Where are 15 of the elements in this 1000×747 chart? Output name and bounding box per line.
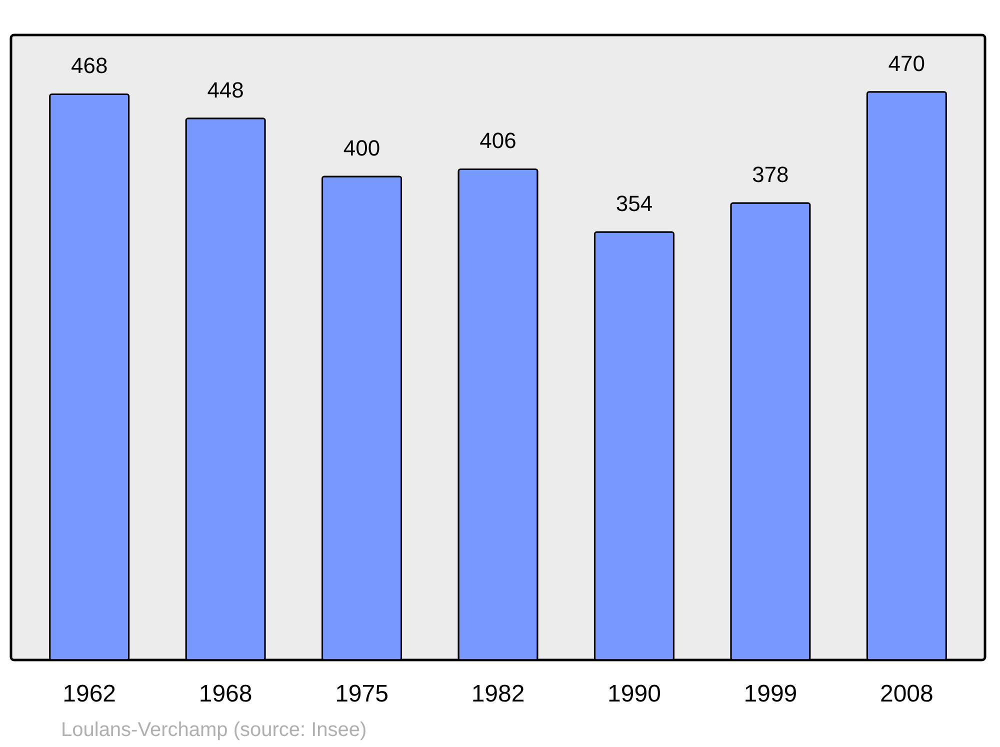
x-tick-label: 2008 bbox=[880, 680, 934, 708]
data-label: 468 bbox=[70, 53, 108, 78]
x-tick-label: 1962 bbox=[62, 680, 116, 708]
x-tick-label: 1999 bbox=[744, 680, 798, 708]
data-label: 470 bbox=[888, 50, 926, 76]
x-tick-label: 1982 bbox=[471, 680, 525, 708]
data-label: 378 bbox=[752, 162, 789, 188]
data-label: 406 bbox=[480, 128, 516, 154]
x-tick-label: 1990 bbox=[608, 680, 661, 708]
x-tick-label: 1975 bbox=[335, 680, 388, 708]
data-label: 354 bbox=[616, 191, 653, 216]
data-label: 448 bbox=[207, 77, 244, 102]
data-label: 400 bbox=[343, 135, 380, 160]
text: Loulans-Verchamp (source: Insee) bbox=[61, 719, 367, 741]
x-tick-label: 1968 bbox=[198, 680, 252, 708]
